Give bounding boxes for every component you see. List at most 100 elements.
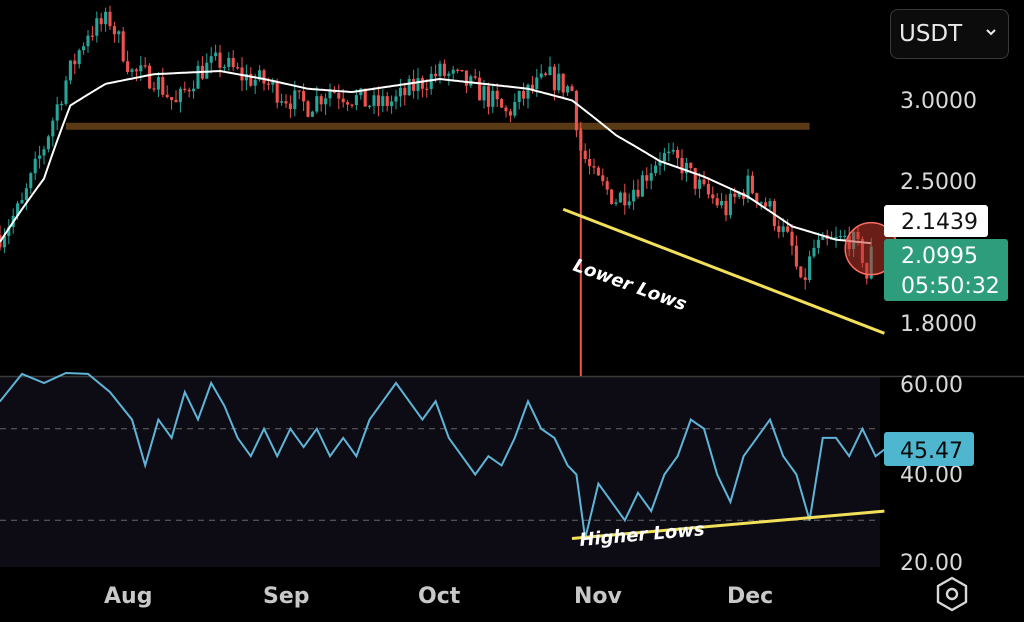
candle-body — [258, 70, 262, 80]
rsi-point — [487, 455, 490, 458]
candle-body — [508, 111, 512, 116]
rsi-value-badge — [884, 432, 974, 466]
candle-body — [530, 84, 534, 90]
candle-body — [192, 88, 196, 92]
candle-body — [293, 90, 297, 110]
candle-body — [605, 181, 609, 190]
rsi-point — [566, 464, 569, 467]
candle-body — [724, 200, 728, 216]
candle-body — [368, 105, 372, 108]
candle-body — [253, 79, 257, 86]
candle-body — [196, 65, 200, 89]
candle-body — [218, 52, 222, 68]
candle-body — [808, 256, 812, 280]
rsi-point — [289, 427, 292, 430]
candle-body — [592, 166, 596, 168]
candle-body — [341, 98, 345, 103]
candle-body — [473, 76, 477, 78]
candle-body — [649, 173, 653, 181]
candle-body — [29, 173, 33, 189]
x-axis-month-label: Dec — [727, 584, 773, 609]
candle-body — [658, 161, 662, 166]
candle-body — [99, 18, 103, 25]
candle-body — [112, 26, 116, 35]
rsi-point — [87, 373, 89, 375]
current-price-text: 2.0995 — [901, 244, 978, 269]
candle-body — [302, 91, 306, 102]
rsi-point — [822, 437, 824, 439]
candle-body — [165, 94, 169, 98]
candle-body — [398, 87, 402, 97]
candle-body — [645, 175, 649, 181]
candle-body — [764, 202, 768, 207]
hexagon-settings-icon[interactable] — [934, 575, 970, 613]
candle-body — [86, 35, 90, 47]
candle-body — [51, 120, 55, 137]
moving-average-line — [0, 69, 872, 245]
candle-body — [284, 101, 288, 104]
candle-body — [183, 88, 187, 90]
candle-body — [610, 189, 614, 204]
candle-body — [214, 52, 218, 57]
rsi-point — [610, 501, 613, 503]
candle-body — [491, 90, 495, 107]
candle-body — [363, 88, 367, 107]
candle-body — [38, 155, 42, 159]
candle-body — [544, 73, 548, 76]
candle-body — [64, 80, 68, 104]
candle-body — [24, 188, 28, 201]
currency-selector[interactable]: USDT — [890, 9, 1009, 59]
candle-body — [588, 159, 592, 167]
candle-body — [306, 101, 310, 117]
candle-body — [500, 99, 504, 108]
candle-body — [667, 151, 671, 154]
candle-body — [799, 266, 803, 278]
candle-body — [636, 189, 640, 197]
rsi-point — [553, 437, 556, 439]
candle-body — [535, 77, 539, 90]
candle-body — [684, 162, 688, 174]
candle-body — [271, 81, 275, 85]
rsi-point — [795, 473, 798, 476]
candle-body — [733, 193, 737, 197]
candle-body — [447, 73, 451, 76]
candle-body — [7, 227, 11, 237]
candle-body — [834, 236, 838, 239]
candle-body — [614, 202, 618, 204]
price-tick-label: 1.8000 — [900, 312, 977, 337]
candle-body — [390, 101, 394, 107]
candle-body — [130, 69, 134, 72]
candle-body — [843, 235, 847, 237]
rsi-point — [109, 391, 111, 393]
candle-body — [170, 97, 174, 100]
candle-body — [583, 150, 587, 160]
candle-body — [104, 11, 108, 25]
candle-body — [416, 78, 420, 91]
ma-value-badge — [884, 205, 988, 237]
rsi-point — [250, 455, 252, 458]
rsi-point — [461, 455, 463, 458]
x-axis-month-label: Aug — [104, 584, 152, 609]
rsi-point — [197, 418, 199, 421]
candle-body — [737, 192, 741, 197]
candle-body — [297, 90, 301, 92]
candle-body — [816, 239, 820, 248]
candle-body — [310, 111, 314, 117]
rsi-panel-background — [0, 377, 880, 567]
candle-body — [332, 90, 336, 93]
candle-body — [821, 235, 825, 240]
candle-body — [359, 88, 363, 96]
rsi-point — [408, 400, 411, 403]
candle-body — [68, 60, 72, 81]
rsi-point — [769, 418, 771, 421]
candle-body — [680, 157, 684, 174]
price-panel — [0, 5, 898, 376]
candle-body — [632, 189, 636, 202]
candle-body — [693, 167, 697, 189]
candle-body — [676, 149, 680, 158]
candle-body — [231, 57, 235, 68]
rsi-point — [223, 405, 226, 407]
candle-body — [464, 70, 468, 86]
rsi-point — [716, 473, 718, 476]
